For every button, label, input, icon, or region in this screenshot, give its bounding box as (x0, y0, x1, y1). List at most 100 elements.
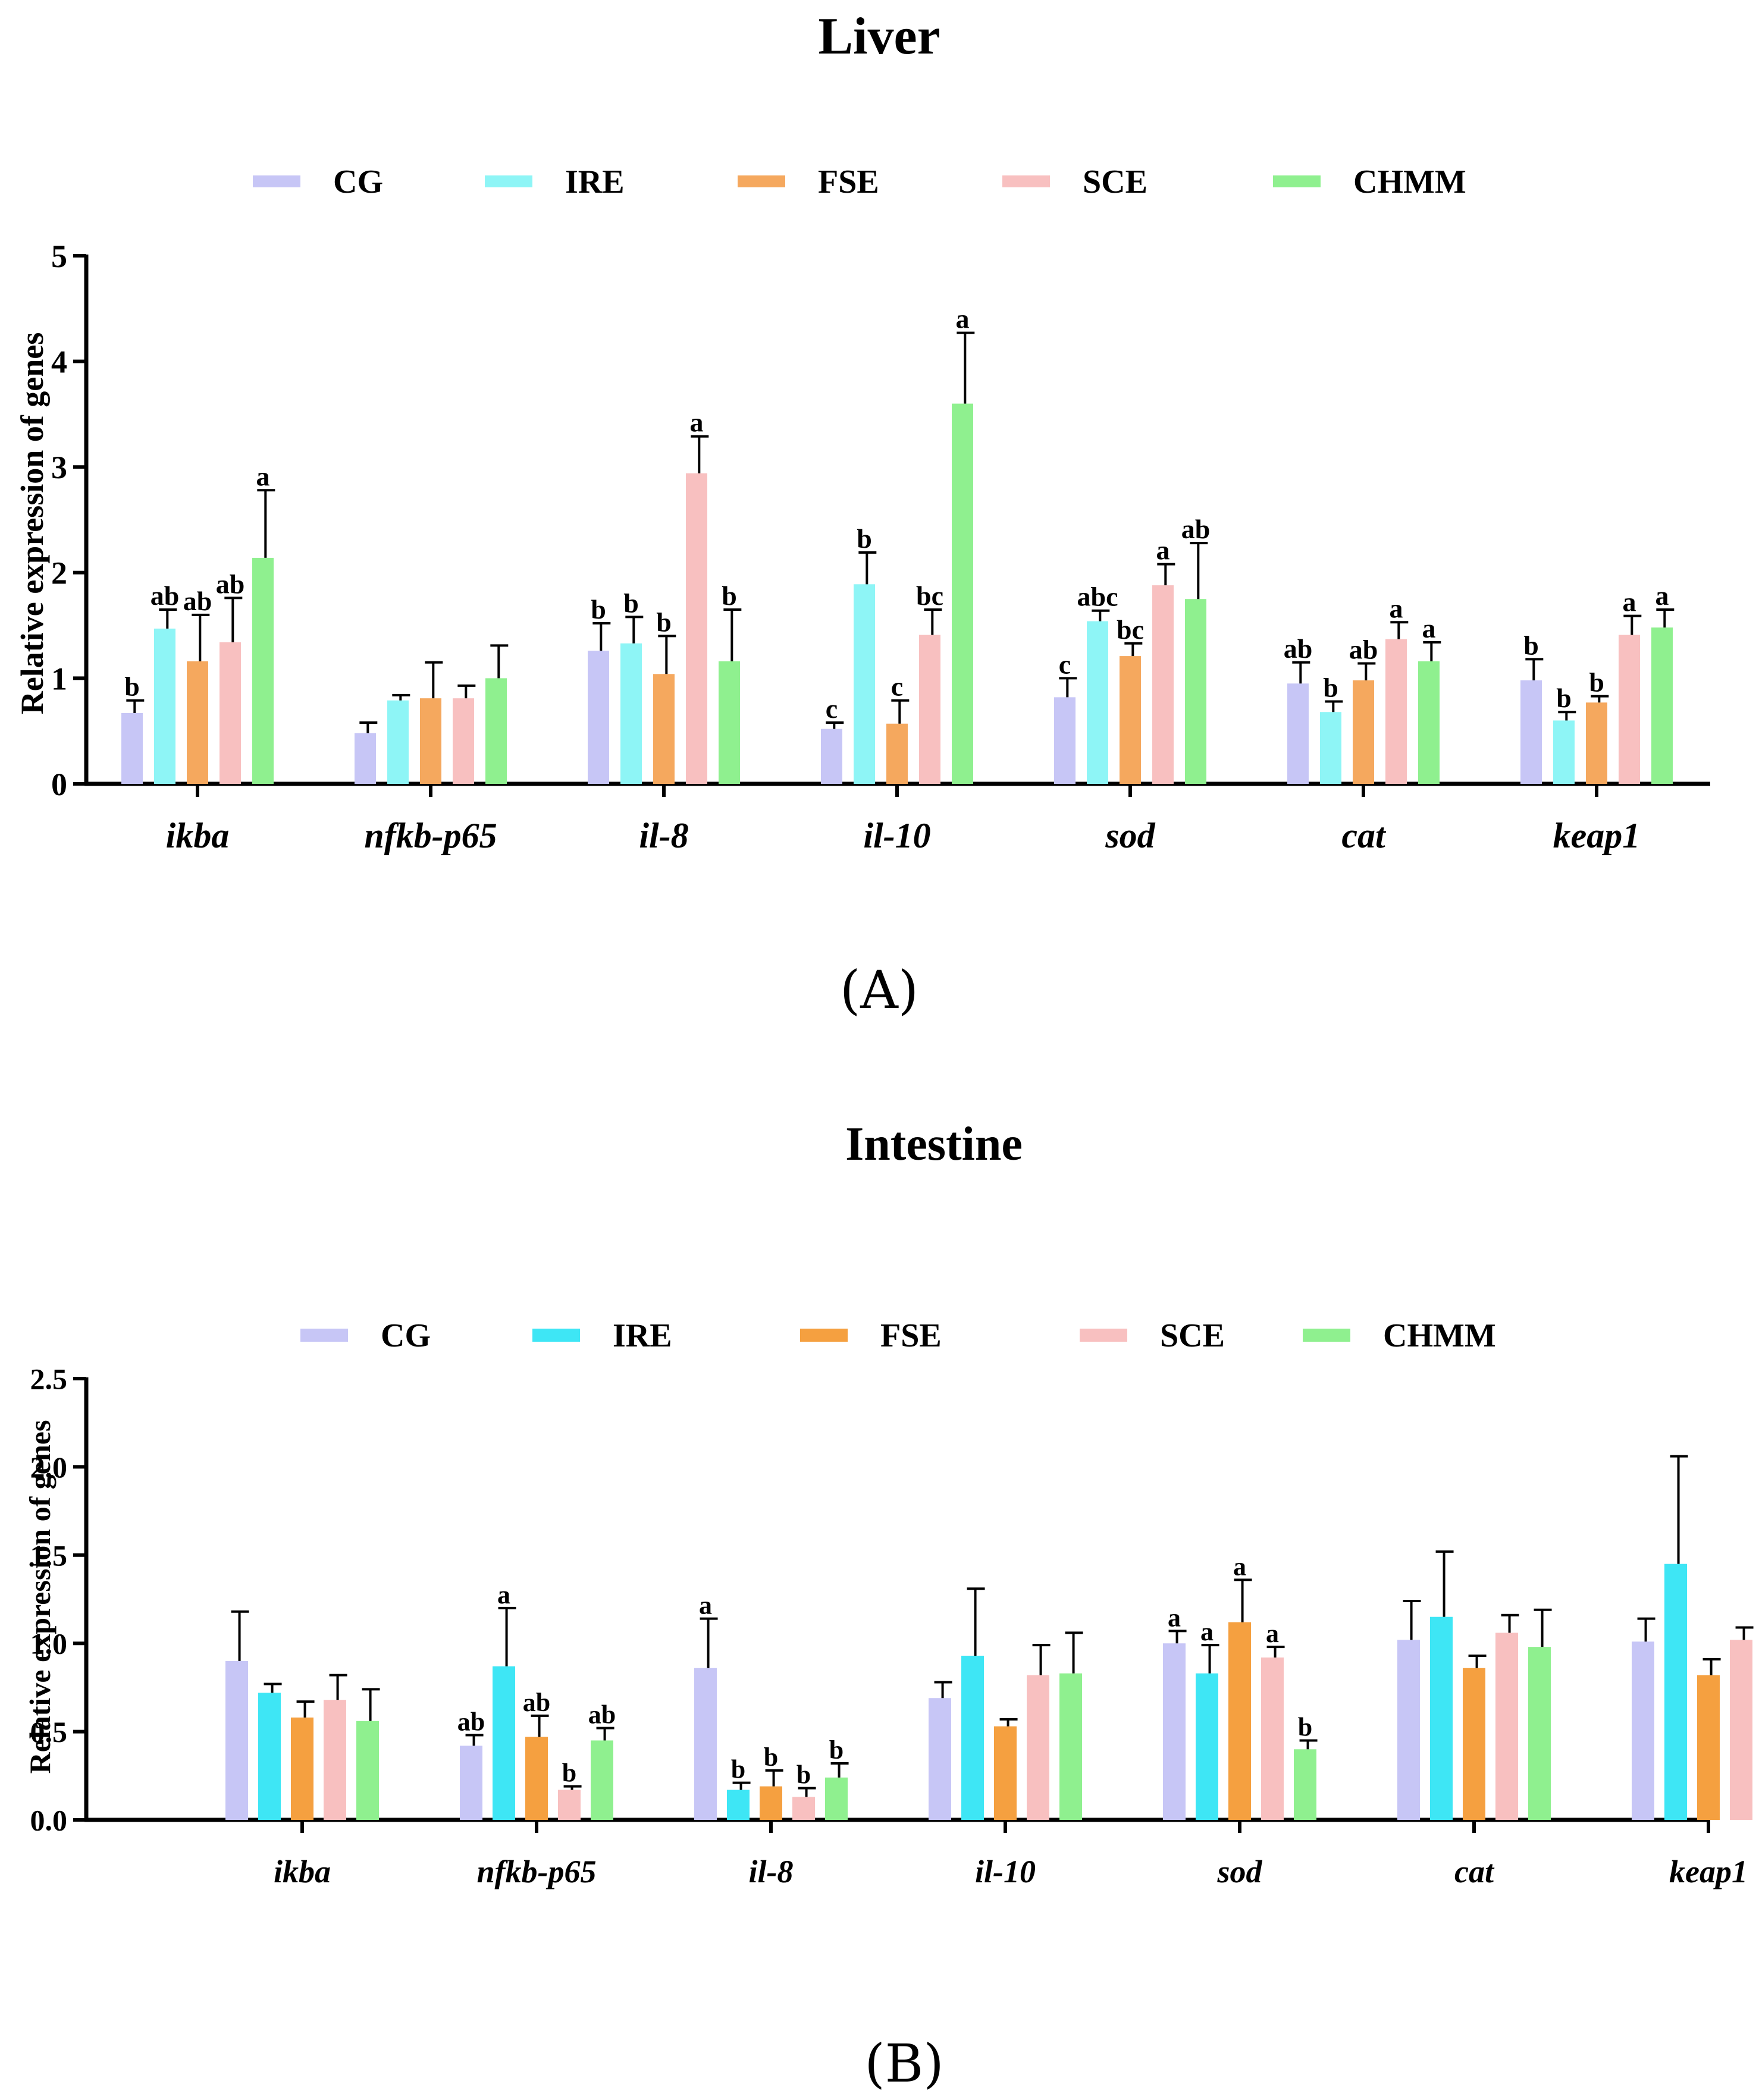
bar (1228, 1622, 1251, 1820)
significance-label: b (623, 588, 639, 618)
significance-label: b (1523, 630, 1539, 660)
bar (220, 642, 241, 784)
bar (686, 473, 707, 784)
x-tick-label: ikba (274, 1854, 331, 1889)
y-tick-label: 0.5 (30, 1715, 68, 1749)
significance-label: b (731, 1755, 745, 1784)
bar (821, 729, 842, 784)
liver-chart: Liver CG IRE FSE SCE CHMM Relative expressio… (14, 8, 1710, 1021)
legend: CG IRE FSE SCE CHMM (300, 1317, 1496, 1354)
significance-label: ab (457, 1707, 485, 1737)
x-tick-label: sod (1105, 816, 1155, 855)
significance-label: b (1589, 667, 1604, 698)
y-axis-label: Relative expression of genes (23, 1420, 57, 1774)
y-tick-label: 0 (51, 767, 67, 802)
bar (1059, 1673, 1082, 1820)
y-tick-label: 2 (51, 555, 67, 591)
bar (1120, 656, 1141, 784)
legend-swatch (738, 175, 785, 187)
bar (485, 678, 507, 784)
x-tick-label: il-8 (639, 816, 688, 855)
x-tick-label: nfkb-p65 (364, 816, 497, 855)
bar (324, 1700, 346, 1820)
chart-title: Intestine (845, 1118, 1023, 1170)
bar (1520, 680, 1542, 784)
bar (258, 1693, 281, 1820)
legend: CG IRE FSE SCE CHMM (253, 164, 1466, 200)
bar (886, 723, 908, 784)
bar (719, 661, 740, 784)
y-tick-label: 2.5 (30, 1363, 68, 1396)
legend-label: FSE (880, 1317, 942, 1354)
significance-label: b (124, 671, 140, 702)
panel-label: (B) (864, 2033, 943, 2094)
legend-swatch (1080, 1329, 1127, 1342)
bar (854, 584, 875, 784)
legend-label: SCE (1083, 164, 1147, 200)
bar (1528, 1647, 1551, 1820)
bar (694, 1668, 717, 1820)
bar (420, 698, 441, 784)
x-tick-label: il-10 (863, 816, 930, 855)
bar (825, 1777, 848, 1820)
significance-label: a (1390, 593, 1403, 623)
bar (356, 1721, 379, 1820)
significance-label: b (764, 1743, 778, 1772)
significance-label: ab (1181, 514, 1211, 544)
significance-label: ab (523, 1688, 550, 1717)
significance-label: ab (1349, 635, 1378, 665)
bar (1287, 683, 1309, 784)
significance-label: c (826, 693, 838, 724)
bar (727, 1790, 750, 1820)
bar (1730, 1640, 1752, 1820)
significance-label: a (256, 461, 270, 491)
significance-label: b (656, 607, 672, 637)
bar (355, 733, 376, 784)
significance-label: b (1298, 1712, 1312, 1741)
bar (121, 713, 143, 784)
bar (588, 651, 609, 784)
legend-label: IRE (613, 1317, 672, 1354)
bar (1619, 635, 1640, 784)
significance-label: b (591, 594, 606, 624)
x-tick-label: il-8 (749, 1854, 794, 1889)
bar (1418, 661, 1440, 784)
bar (1027, 1675, 1049, 1820)
bar (961, 1655, 984, 1820)
significance-label: c (891, 671, 903, 702)
bar (653, 674, 675, 784)
significance-label: a (497, 1580, 510, 1609)
legend-label: CG (333, 164, 383, 200)
significance-label: bc (1117, 614, 1144, 645)
y-tick-label: 3 (51, 450, 67, 485)
bar (225, 1660, 248, 1820)
significance-label: a (690, 407, 704, 438)
significance-label: ab (183, 586, 212, 616)
y-tick-label: 0.0 (30, 1804, 68, 1837)
bar (1586, 702, 1607, 784)
legend-swatch (532, 1329, 580, 1342)
bar (1664, 1564, 1687, 1820)
y-tick-label: 1.0 (30, 1627, 68, 1660)
significance-label: ab (588, 1700, 616, 1729)
x-tick-label: cat (1454, 1854, 1495, 1889)
x-tick-label: nfkb-p65 (477, 1854, 597, 1889)
significance-label: b (562, 1759, 576, 1788)
bar (919, 635, 940, 784)
bar (493, 1666, 515, 1820)
significance-label: ab (216, 569, 245, 599)
legend-swatch (800, 1329, 848, 1342)
significance-label: c (1059, 649, 1071, 679)
significance-label: abc (1077, 582, 1118, 612)
significance-label: a (1655, 580, 1669, 611)
bar (620, 643, 642, 784)
bar (460, 1746, 482, 1820)
bar (1553, 720, 1575, 784)
bar (1651, 627, 1673, 784)
bar (1385, 639, 1407, 784)
legend-swatch (1303, 1329, 1350, 1342)
legend-swatch (300, 1329, 348, 1342)
significance-label: a (1168, 1603, 1181, 1632)
legend-label: FSE (818, 164, 879, 200)
